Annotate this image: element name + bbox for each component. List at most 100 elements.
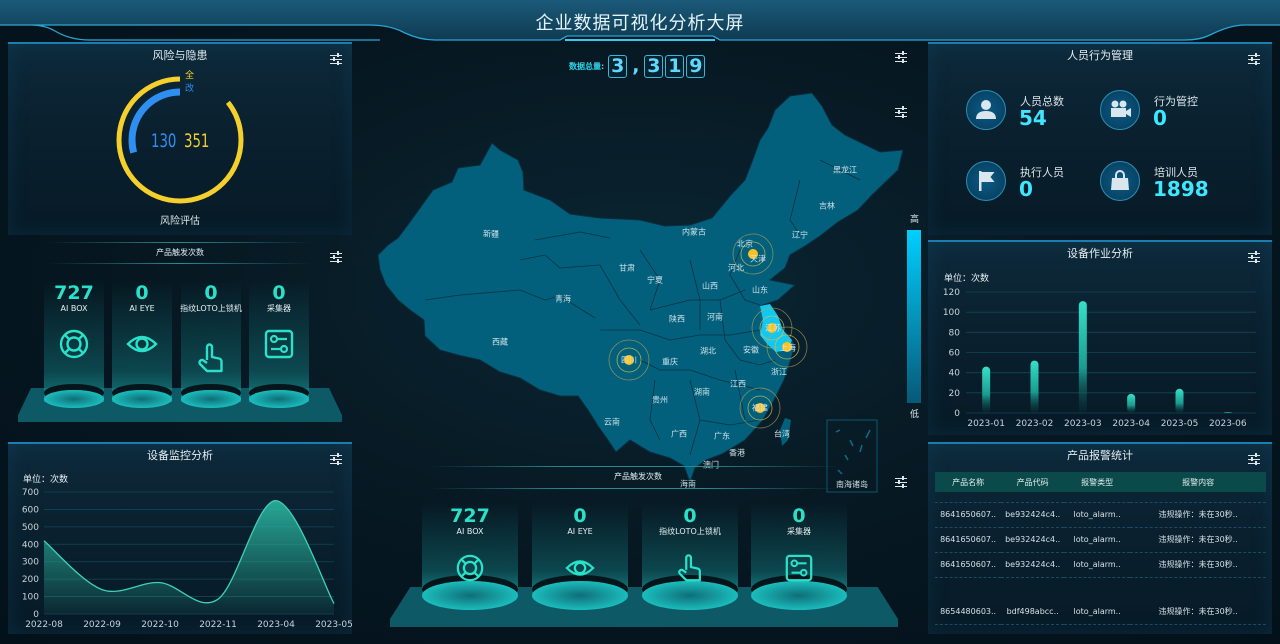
province-label[interactable]: 贵州 — [652, 395, 668, 405]
personnel-stat[interactable]: 执行人员 0 — [966, 161, 1116, 205]
settings-icon[interactable] — [1248, 251, 1260, 263]
product-count: 0 — [573, 505, 587, 527]
stat-value: 0 — [1019, 177, 1033, 201]
province-label[interactable]: 吉林 — [819, 201, 835, 211]
settings-icon[interactable] — [1248, 453, 1260, 465]
province-label[interactable]: 甘肃 — [619, 263, 635, 273]
glow-cylinder — [422, 503, 518, 593]
province-label[interactable]: 福建 — [752, 403, 768, 413]
product-item-指纹loto上锁机[interactable]: 0 指纹LOTO上锁机 — [171, 283, 251, 315]
product-trigger-panel-left: 产品触发次数 727 AI BOX 0 AI EYE 0 指纹LOTO上锁机 0 采集器 — [8, 240, 352, 430]
column-header: 报警类型 — [1081, 477, 1114, 487]
settings-icon[interactable] — [330, 453, 342, 465]
personnel-stat[interactable]: 人员总数 54 — [966, 90, 1116, 134]
hotspot-marker[interactable] — [732, 233, 774, 275]
glow-cylinder — [249, 280, 309, 402]
province-label[interactable]: 台湾 — [774, 429, 790, 439]
y-tick-label: 100 — [22, 593, 39, 603]
province-label[interactable]: 西藏 — [492, 337, 508, 347]
province-label[interactable]: 江西 — [730, 379, 746, 389]
province-label[interactable]: 辽宁 — [792, 230, 808, 240]
province-label[interactable]: 宁夏 — [647, 275, 663, 285]
province-label[interactable]: 山东 — [752, 285, 768, 295]
hotspot-marker[interactable] — [751, 307, 793, 349]
settings-icon[interactable] — [330, 251, 342, 263]
province-label[interactable]: 青海 — [555, 294, 571, 304]
digit: 3 — [644, 55, 664, 78]
province-label[interactable]: 河南 — [707, 312, 723, 322]
province-label[interactable]: 湖南 — [694, 387, 710, 397]
province-label[interactable]: 天津 — [750, 254, 766, 264]
table-row[interactable]: 8641650607.. be932424c4.. loto_alarm.. 违规操作… — [935, 502, 1266, 528]
table-row[interactable]: 8654480603.. bdf498abcc.. loto_alarm.. 违规操作… — [935, 599, 1266, 625]
product-item-指纹loto上锁机[interactable]: 0 指纹LOTO上锁机 — [632, 506, 748, 538]
settings-icon[interactable] — [895, 476, 907, 488]
visual-map-bar[interactable] — [907, 230, 921, 403]
alarm-table[interactable]: 产品名称 产品代码 报警类型 报警内容 8641650607.. be932424… — [935, 472, 1266, 627]
x-tick-label: 2023-03 — [1064, 419, 1102, 429]
south-sea-inset — [826, 419, 878, 493]
province-label[interactable]: 河北 — [728, 263, 744, 273]
province-label[interactable]: 澳门 — [703, 460, 719, 470]
personnel-stat[interactable]: 行为管控 0 — [1100, 90, 1250, 134]
province-label[interactable]: 陕西 — [669, 314, 685, 324]
legend-high: 高 — [910, 215, 920, 225]
product-item-ai-box[interactable]: 727 AI BOX — [412, 506, 528, 538]
province-label[interactable]: 内蒙古 — [682, 227, 706, 237]
product-count: 0 — [792, 505, 806, 527]
glow-cylinder — [642, 503, 738, 593]
province-label[interactable]: 北京 — [737, 239, 753, 249]
province-label[interactable]: 安徽 — [743, 345, 759, 355]
province-label[interactable]: 广西 — [671, 429, 687, 439]
province-label[interactable]: 湖北 — [700, 346, 716, 356]
province-label[interactable]: 江苏 — [765, 323, 781, 333]
settings-icon[interactable] — [1248, 53, 1260, 65]
product-count: 0 — [272, 282, 286, 304]
table-cell: loto_alarm.. — [1064, 599, 1131, 625]
product-item-ai-box[interactable]: 727 AI BOX — [34, 283, 114, 315]
risk-caption: 风险评估 — [160, 216, 200, 227]
stat-label: 行为管控 — [1154, 95, 1198, 108]
x-tick-label: 2023-04 — [1112, 419, 1150, 429]
table-row[interactable]: 8641650607.. be932424c4.. loto_alarm.. 违规操作… — [935, 527, 1266, 553]
product-item-ai-eye[interactable]: 0 AI EYE — [102, 283, 182, 315]
hotspot-marker[interactable] — [766, 326, 808, 368]
product-count: 0 — [683, 505, 697, 527]
page-title: 企业数据可视化分析大屏 — [535, 13, 745, 34]
column-header: 产品名称 — [952, 477, 985, 487]
province-label[interactable]: 新疆 — [483, 229, 499, 239]
province-label[interactable]: 重庆 — [662, 357, 678, 367]
product-item-ai-eye[interactable]: 0 AI EYE — [522, 506, 638, 538]
lifebuoy-icon — [59, 329, 89, 359]
product-item-采集器[interactable]: 0 采集器 — [239, 283, 319, 315]
province-label[interactable]: 浙江 — [771, 367, 787, 377]
glow-ellipse — [751, 581, 847, 610]
map-settings-icon[interactable] — [895, 106, 907, 118]
province-label[interactable]: 海南 — [680, 479, 696, 489]
ring-all — [116, 76, 244, 204]
product-item-采集器[interactable]: 0 采集器 — [741, 506, 857, 538]
table-cell: 违规操作：未在30秒.. — [1130, 552, 1266, 578]
province-label[interactable]: 四川 — [621, 355, 637, 365]
product-label: 指纹LOTO上锁机 — [180, 304, 242, 313]
product-label: 指纹LOTO上锁机 — [659, 527, 721, 536]
table-cell: 违规操作：未在30秒.. — [1130, 502, 1266, 528]
hotspot-marker[interactable] — [608, 339, 650, 381]
province-label[interactable]: 广东 — [714, 431, 730, 441]
province-label[interactable]: 上海 — [780, 343, 796, 353]
province-label[interactable]: 山西 — [702, 281, 718, 291]
product-label: 采集器 — [787, 527, 811, 536]
table-cell: 违规操作：未在30秒.. — [1130, 599, 1266, 625]
province-label[interactable]: 云南 — [604, 417, 620, 427]
province-label[interactable]: 黑龙江 — [833, 165, 857, 175]
personnel-stat[interactable]: 培训人员 1898 — [1100, 161, 1250, 205]
province-label[interactable]: 香港 — [729, 448, 745, 458]
glow-cylinder — [44, 280, 104, 402]
shopping-bag-icon — [1111, 170, 1129, 190]
table-row[interactable]: 8641650607.. be932424c4.. loto_alarm.. 违规操作… — [935, 552, 1266, 578]
settings-icon[interactable] — [330, 53, 342, 65]
hotspot-marker[interactable] — [739, 387, 781, 429]
glow-ellipse — [181, 390, 241, 408]
settings-icon[interactable] — [895, 51, 907, 63]
